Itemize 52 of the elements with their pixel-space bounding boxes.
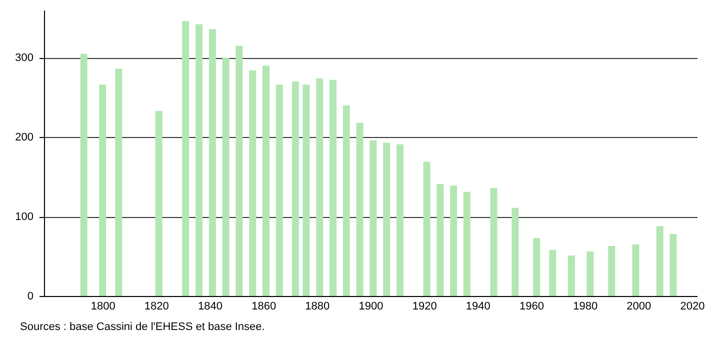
y-tick-label: 100 xyxy=(15,211,34,224)
bar xyxy=(370,140,377,296)
bar xyxy=(262,66,270,296)
bar xyxy=(329,80,336,296)
bar xyxy=(115,68,122,296)
y-tick-label: 300 xyxy=(15,52,34,64)
x-tick-label: 1880 xyxy=(305,300,330,312)
bar xyxy=(249,70,256,296)
x-tick-label: 1860 xyxy=(252,300,276,312)
bar xyxy=(512,208,519,296)
bar xyxy=(316,78,324,296)
bar xyxy=(276,84,283,296)
bar xyxy=(423,162,430,296)
bar xyxy=(342,105,350,296)
bar xyxy=(383,142,390,296)
x-tick-label: 1800 xyxy=(90,300,116,312)
bar xyxy=(490,188,498,296)
x-tick-label: 2020 xyxy=(680,300,705,312)
source-note: Sources : base Cassini de l'EHESS et base Insee. xyxy=(20,321,265,333)
bar xyxy=(450,186,458,296)
y-tick-label: 0 xyxy=(27,290,34,302)
x-tick-label: 1940 xyxy=(466,300,490,312)
bar xyxy=(208,29,216,296)
bar xyxy=(586,252,594,296)
bar xyxy=(568,255,575,296)
bar xyxy=(356,122,364,296)
bar xyxy=(155,110,162,296)
bar xyxy=(196,24,203,296)
bar xyxy=(80,54,88,296)
bar xyxy=(533,238,540,296)
x-tick-label: 1960 xyxy=(520,300,544,312)
bar xyxy=(632,244,640,296)
bar xyxy=(182,21,190,296)
y-tick-label: 200 xyxy=(15,132,34,144)
bar xyxy=(302,84,310,296)
bar xyxy=(222,58,230,296)
x-tick-label: 1820 xyxy=(144,300,169,312)
x-tick-label: 1920 xyxy=(412,300,437,312)
bar xyxy=(236,46,243,296)
bar xyxy=(463,192,470,296)
x-tick-label: 1900 xyxy=(358,300,384,312)
bar xyxy=(608,246,616,296)
bar xyxy=(99,84,106,296)
bar xyxy=(549,250,556,296)
x-tick-label: 2000 xyxy=(626,300,652,312)
bar xyxy=(292,82,299,296)
bar xyxy=(670,234,677,296)
bar xyxy=(436,184,444,296)
bar xyxy=(656,226,664,296)
x-tick-label: 1980 xyxy=(573,300,598,312)
x-tick-label: 1840 xyxy=(198,300,222,312)
bar xyxy=(396,144,404,296)
